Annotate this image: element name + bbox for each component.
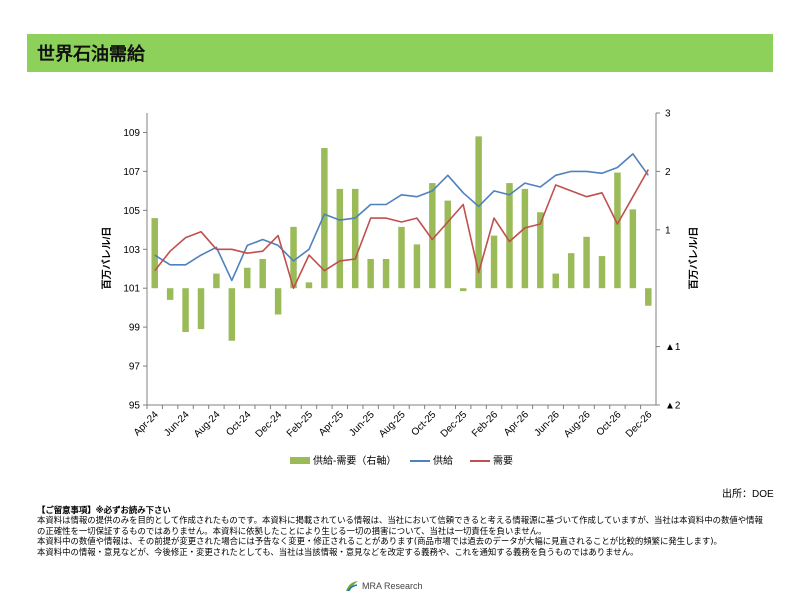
bar: [336, 188, 344, 289]
y-tick-label-right: 3: [665, 109, 671, 120]
company-logo: MRA Research: [345, 580, 423, 592]
y-tick-label-left: 95: [129, 401, 141, 412]
bar: [305, 282, 313, 289]
bar: [244, 267, 251, 289]
x-tick-label: Apr-24: [132, 409, 161, 438]
y-tick-label-left: 107: [123, 167, 140, 178]
bar: [490, 235, 498, 289]
x-tick-label: Apr-25: [317, 409, 346, 438]
y-tick-label-left: 105: [123, 206, 140, 217]
bar: [367, 259, 374, 289]
legend-swatch-bar: [290, 457, 310, 464]
logo-mark-icon: [346, 581, 358, 592]
supply-line: [154, 153, 649, 282]
bar: [552, 273, 559, 289]
x-tick-label: Dec-25: [439, 409, 470, 440]
y-tick-label-left: 99: [129, 323, 141, 334]
bar: [506, 183, 513, 289]
bar: [567, 253, 575, 289]
x-tick-label: Aug-25: [377, 409, 408, 440]
y-axis-label-left: 百万バレル/日: [101, 227, 113, 290]
x-tick-label: Oct-25: [409, 409, 438, 438]
bar: [228, 288, 236, 341]
legend: 供給-需要（右軸） 供給 需要: [290, 454, 513, 467]
bar: [321, 148, 328, 289]
bar: [583, 236, 590, 289]
bar: [614, 172, 621, 289]
disclaimer-heading: 【ご留意事項】※必ずお読み下さい: [37, 505, 171, 515]
legend-label-supply: 供給: [433, 454, 453, 467]
disclaimer-line: 本資料中の数値や情報は、その前提が変更された場合には予告なく変更・修正されること…: [37, 536, 722, 547]
logo-text: MRA Research: [362, 581, 423, 591]
y-axis-label-right: 百万バレル/日: [688, 227, 700, 290]
x-tick-label: Dec-24: [254, 409, 285, 440]
bar: [290, 226, 297, 289]
x-tick-label: Oct-24: [224, 409, 253, 438]
bar-series: [151, 136, 652, 341]
y-tick-label-right: ▲1: [665, 342, 681, 353]
bar: [274, 288, 282, 315]
bar: [413, 244, 421, 289]
bar: [182, 288, 189, 332]
y-tick-label-left: 101: [123, 284, 140, 295]
bar: [521, 188, 529, 289]
bar: [166, 288, 174, 300]
legend-label-bar: 供給-需要（右軸）: [313, 454, 396, 467]
demand-line: [154, 169, 649, 290]
bar: [645, 288, 652, 306]
bar: [351, 188, 359, 289]
x-tick-label: Feb-25: [285, 409, 315, 439]
bar: [429, 183, 436, 289]
y-tick-label-right: ▲2: [665, 401, 681, 412]
bar: [459, 288, 467, 292]
source-note: 出所：DOE: [722, 489, 774, 500]
x-tick-label: Oct-26: [595, 409, 624, 438]
x-tick-label: Aug-24: [192, 409, 223, 440]
y-tick-label-left: 109: [123, 128, 140, 139]
bar: [398, 226, 405, 289]
x-tick-label: Jun-24: [162, 409, 192, 439]
bar: [213, 273, 220, 289]
line-series: [154, 153, 649, 290]
x-tick-label: Jun-26: [532, 409, 562, 439]
disclaimer-line: 本資料は情報の提供のみを目的として作成されたものです。本資料に掲載されている情報…: [37, 515, 763, 536]
bar: [598, 256, 606, 289]
x-tick-label: Jun-25: [347, 409, 377, 439]
page-title: 世界石油需給: [37, 44, 145, 65]
bar: [475, 136, 482, 289]
x-tick-label: Dec-26: [624, 409, 655, 440]
y-tick-label-left: 97: [129, 362, 141, 373]
legend-label-demand: 需要: [493, 455, 513, 467]
bar: [444, 200, 452, 289]
bar: [629, 209, 637, 289]
chart-axes: [143, 112, 660, 409]
bar: [537, 212, 544, 289]
title-bar: 世界石油需給: [27, 34, 773, 72]
bar: [197, 288, 205, 330]
bar: [259, 259, 266, 289]
x-tick-label: Feb-26: [470, 409, 500, 439]
disclaimer: 【ご留意事項】※必ずお読み下さい 本資料は情報の提供のみを目的として作成されたも…: [37, 505, 767, 557]
y-tick-label-left: 103: [123, 245, 140, 256]
x-tick-label: Aug-26: [562, 409, 593, 440]
y-tick-label-right: 1: [665, 225, 671, 236]
bar: [382, 259, 390, 289]
y-tick-label-right: 2: [665, 167, 671, 178]
x-tick-label: Apr-26: [502, 409, 531, 438]
disclaimer-line: 本資料中の情報・意見などが、今後修正・変更されたとしても、当社は当該情報・意見な…: [37, 546, 639, 557]
bar: [151, 218, 158, 289]
